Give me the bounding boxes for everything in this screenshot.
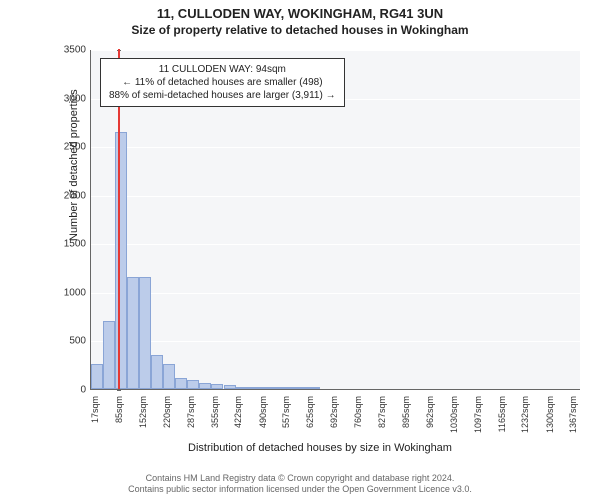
grid-line <box>91 244 580 245</box>
grid-line <box>91 50 580 51</box>
histogram-bar <box>224 385 236 389</box>
x-tick-label: 1232sqm <box>520 396 530 436</box>
chart-title-sub: Size of property relative to detached ho… <box>0 23 600 37</box>
y-tick-label: 2000 <box>60 190 86 201</box>
grid-line <box>91 196 580 197</box>
x-tick-label: 85sqm <box>114 396 124 436</box>
y-tick-mark <box>117 390 121 391</box>
y-tick-label: 500 <box>60 336 86 347</box>
x-tick-label: 17sqm <box>90 396 100 436</box>
histogram-bar <box>248 387 260 389</box>
x-axis-title: Distribution of detached houses by size … <box>188 442 452 454</box>
x-tick-label: 287sqm <box>186 396 196 436</box>
credit-line-1: Contains HM Land Registry data © Crown c… <box>0 473 600 485</box>
info-line-1: 11 CULLODEN WAY: 94sqm <box>109 63 336 76</box>
info-line-3: 88% of semi-detached houses are larger (… <box>109 89 336 102</box>
credits: Contains HM Land Registry data © Crown c… <box>0 473 600 496</box>
chart-title-main: 11, CULLODEN WAY, WOKINGHAM, RG41 3UN <box>0 6 600 21</box>
x-tick-label: 1367sqm <box>568 396 578 436</box>
x-tick-label: 692sqm <box>329 396 339 436</box>
x-tick-label: 355sqm <box>210 396 220 436</box>
x-tick-label: 895sqm <box>401 396 411 436</box>
credit-line-2: Contains public sector information licen… <box>0 484 600 496</box>
x-tick-label: 1097sqm <box>473 396 483 436</box>
grid-line <box>91 341 580 342</box>
histogram-bar <box>187 380 199 389</box>
histogram-bar <box>260 387 272 389</box>
grid-line <box>91 293 580 294</box>
histogram-bar <box>236 387 248 389</box>
y-tick-label: 1000 <box>60 287 86 298</box>
x-tick-label: 220sqm <box>162 396 172 436</box>
x-tick-label: 827sqm <box>377 396 387 436</box>
y-axis-title: Number of detached properties <box>68 89 80 241</box>
histogram-bar <box>127 277 139 389</box>
histogram-bar <box>199 383 211 389</box>
y-tick-label: 2500 <box>60 142 86 153</box>
x-tick-label: 1300sqm <box>545 396 555 436</box>
histogram-bar <box>91 364 103 389</box>
histogram-bar <box>308 387 320 389</box>
histogram-bar <box>175 378 187 389</box>
title-block: 11, CULLODEN WAY, WOKINGHAM, RG41 3UN Si… <box>0 0 600 37</box>
x-tick-label: 1030sqm <box>449 396 459 436</box>
grid-line <box>91 147 580 148</box>
x-tick-label: 152sqm <box>138 396 148 436</box>
histogram-bar <box>211 384 223 389</box>
x-tick-label: 760sqm <box>353 396 363 436</box>
x-tick-label: 962sqm <box>425 396 435 436</box>
x-tick-label: 1165sqm <box>497 396 507 436</box>
histogram-bar <box>296 387 308 389</box>
y-tick-label: 3500 <box>60 45 86 56</box>
x-tick-label: 422sqm <box>233 396 243 436</box>
histogram-bar <box>115 132 127 389</box>
y-tick-label: 0 <box>60 385 86 396</box>
histogram-bar <box>272 387 284 389</box>
histogram-bar <box>163 364 175 389</box>
y-tick-label: 3000 <box>60 93 86 104</box>
histogram-bar <box>151 355 163 389</box>
histogram-bar <box>284 387 296 389</box>
x-tick-label: 490sqm <box>258 396 268 436</box>
histogram-bar <box>103 321 115 389</box>
x-tick-label: 557sqm <box>281 396 291 436</box>
info-box: 11 CULLODEN WAY: 94sqm ← 11% of detached… <box>100 58 345 107</box>
x-tick-label: 625sqm <box>305 396 315 436</box>
histogram-bar <box>139 277 151 389</box>
info-line-2: ← 11% of detached houses are smaller (49… <box>109 76 336 89</box>
y-tick-label: 1500 <box>60 239 86 250</box>
